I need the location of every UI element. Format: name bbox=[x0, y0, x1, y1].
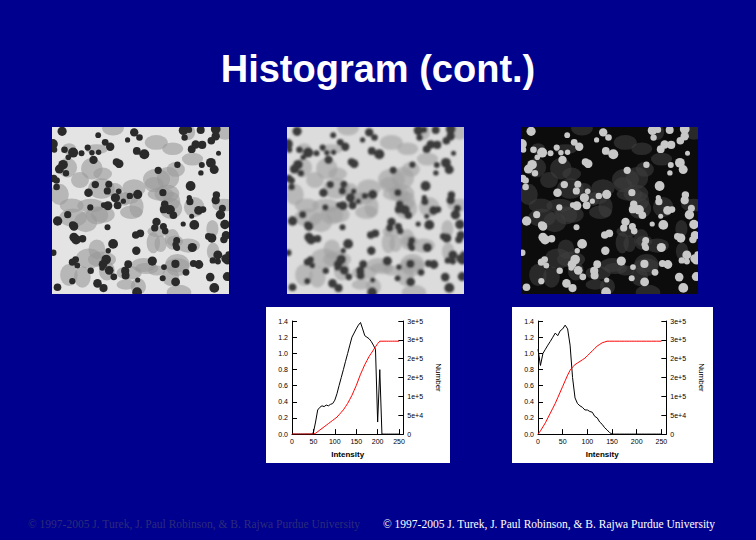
svg-text:Intensity: Intensity bbox=[331, 450, 364, 459]
svg-text:0.8: 0.8 bbox=[524, 366, 534, 373]
svg-text:0: 0 bbox=[290, 438, 294, 445]
svg-text:0.2: 0.2 bbox=[278, 414, 288, 421]
svg-text:50: 50 bbox=[559, 438, 567, 445]
svg-text:0.0: 0.0 bbox=[278, 431, 288, 438]
svg-text:Intensity: Intensity bbox=[586, 450, 619, 459]
svg-text:250: 250 bbox=[393, 438, 405, 445]
svg-text:2e+5: 2e+5 bbox=[407, 374, 423, 381]
svg-text:1e+5: 1e+5 bbox=[407, 393, 423, 400]
svg-text:200: 200 bbox=[372, 438, 384, 445]
html-text:© 1997-2005 J. Turek, J. Paul: © 1997-2005 J. Turek, J. Paul Robinson, … bbox=[383, 518, 715, 530]
svg-text:3e+5: 3e+5 bbox=[670, 336, 686, 343]
svg-text:5e+4: 5e+4 bbox=[670, 412, 686, 419]
svg-text:100: 100 bbox=[582, 438, 594, 445]
svg-text:250: 250 bbox=[656, 438, 668, 445]
svg-text:0: 0 bbox=[536, 438, 540, 445]
svg-text:5e+4: 5e+4 bbox=[407, 412, 423, 419]
svg-text:3e+5: 3e+5 bbox=[670, 318, 686, 325]
svg-text:0.4: 0.4 bbox=[524, 398, 534, 405]
svg-text:0.0: 0.0 bbox=[524, 431, 534, 438]
svg-text:Number: Number bbox=[697, 363, 706, 392]
html-text:Histogram (cont.): Histogram (cont.) bbox=[220, 48, 536, 90]
svg-text:1.2: 1.2 bbox=[524, 334, 534, 341]
svg-text:3e+5: 3e+5 bbox=[407, 336, 423, 343]
svg-text:0.4: 0.4 bbox=[278, 398, 288, 405]
svg-text:0.8: 0.8 bbox=[278, 366, 288, 373]
svg-text:150: 150 bbox=[606, 438, 618, 445]
svg-text:Number: Number bbox=[434, 363, 443, 392]
svg-text:1.0: 1.0 bbox=[278, 350, 288, 357]
svg-text:1.2: 1.2 bbox=[278, 334, 288, 341]
svg-text:0.2: 0.2 bbox=[524, 414, 534, 421]
svg-text:200: 200 bbox=[631, 438, 643, 445]
svg-text:150: 150 bbox=[350, 438, 362, 445]
svg-text:50: 50 bbox=[310, 438, 318, 445]
svg-text:0.6: 0.6 bbox=[278, 382, 288, 389]
svg-text:0: 0 bbox=[670, 431, 674, 438]
svg-text:2e+5: 2e+5 bbox=[670, 374, 686, 381]
svg-text:0: 0 bbox=[407, 431, 411, 438]
svg-text:1.0: 1.0 bbox=[524, 350, 534, 357]
svg-text:1.4: 1.4 bbox=[278, 318, 288, 325]
svg-text:0.6: 0.6 bbox=[524, 382, 534, 389]
svg-text:3e+5: 3e+5 bbox=[407, 318, 423, 325]
svg-text:2e+5: 2e+5 bbox=[670, 355, 686, 362]
svg-text:100: 100 bbox=[329, 438, 341, 445]
svg-text:1.4: 1.4 bbox=[524, 318, 534, 325]
svg-text:2e+5: 2e+5 bbox=[407, 355, 423, 362]
html-text:© 1997-2005 J. Turek, J. Paul: © 1997-2005 J. Turek, J. Paul Robinson, … bbox=[28, 518, 360, 530]
svg-text:1e+5: 1e+5 bbox=[670, 393, 686, 400]
